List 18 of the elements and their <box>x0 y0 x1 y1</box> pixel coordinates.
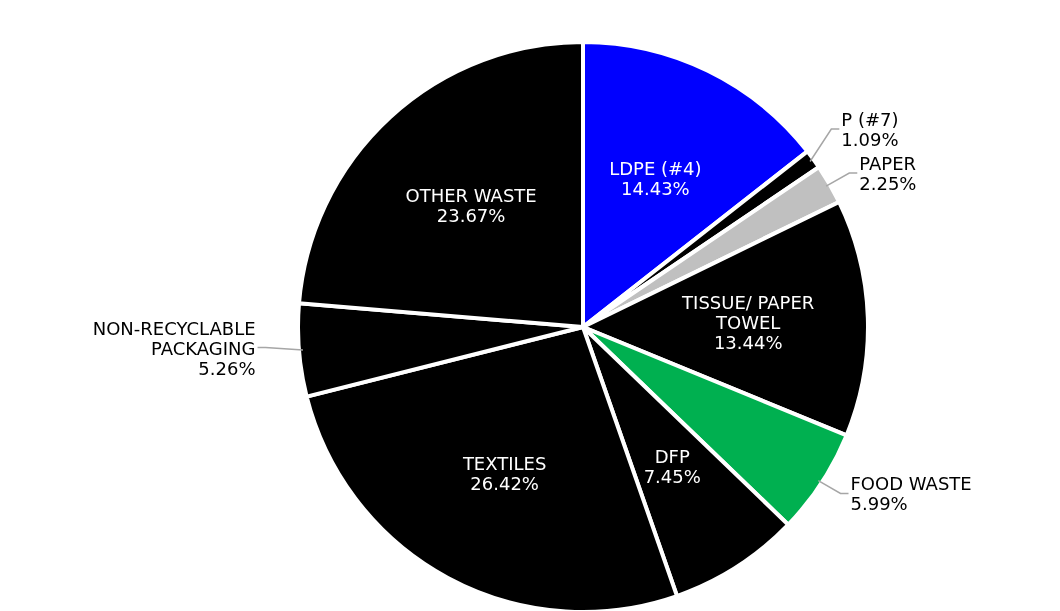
slice-label: FOOD WASTE <box>850 472 972 494</box>
data-label: 23.67% <box>436 204 506 226</box>
data-label: 1.09% <box>841 128 899 150</box>
slice-label: PAPER <box>859 152 917 174</box>
data-label: 13.44% <box>713 331 783 353</box>
slice-label: DFP <box>654 445 690 467</box>
slice-label: LDPE (#4) <box>609 157 702 179</box>
data-label: 5.99% <box>850 492 908 514</box>
data-label: 2.25% <box>859 172 917 194</box>
slice-label: TEXTILES <box>461 452 547 474</box>
data-label: 14.43% <box>621 177 690 199</box>
data-label: 5.26% <box>198 357 256 379</box>
slice-label: NON-RECYCLABLE PACKAGING <box>92 317 256 359</box>
slice-label: OTHER WASTE <box>405 184 537 206</box>
slice-label: P (#7) <box>841 108 899 130</box>
data-label: 7.45% <box>643 465 701 487</box>
data-label: 26.42% <box>470 472 539 494</box>
slice-label: TISSUE/ PAPER TOWEL <box>681 291 815 333</box>
